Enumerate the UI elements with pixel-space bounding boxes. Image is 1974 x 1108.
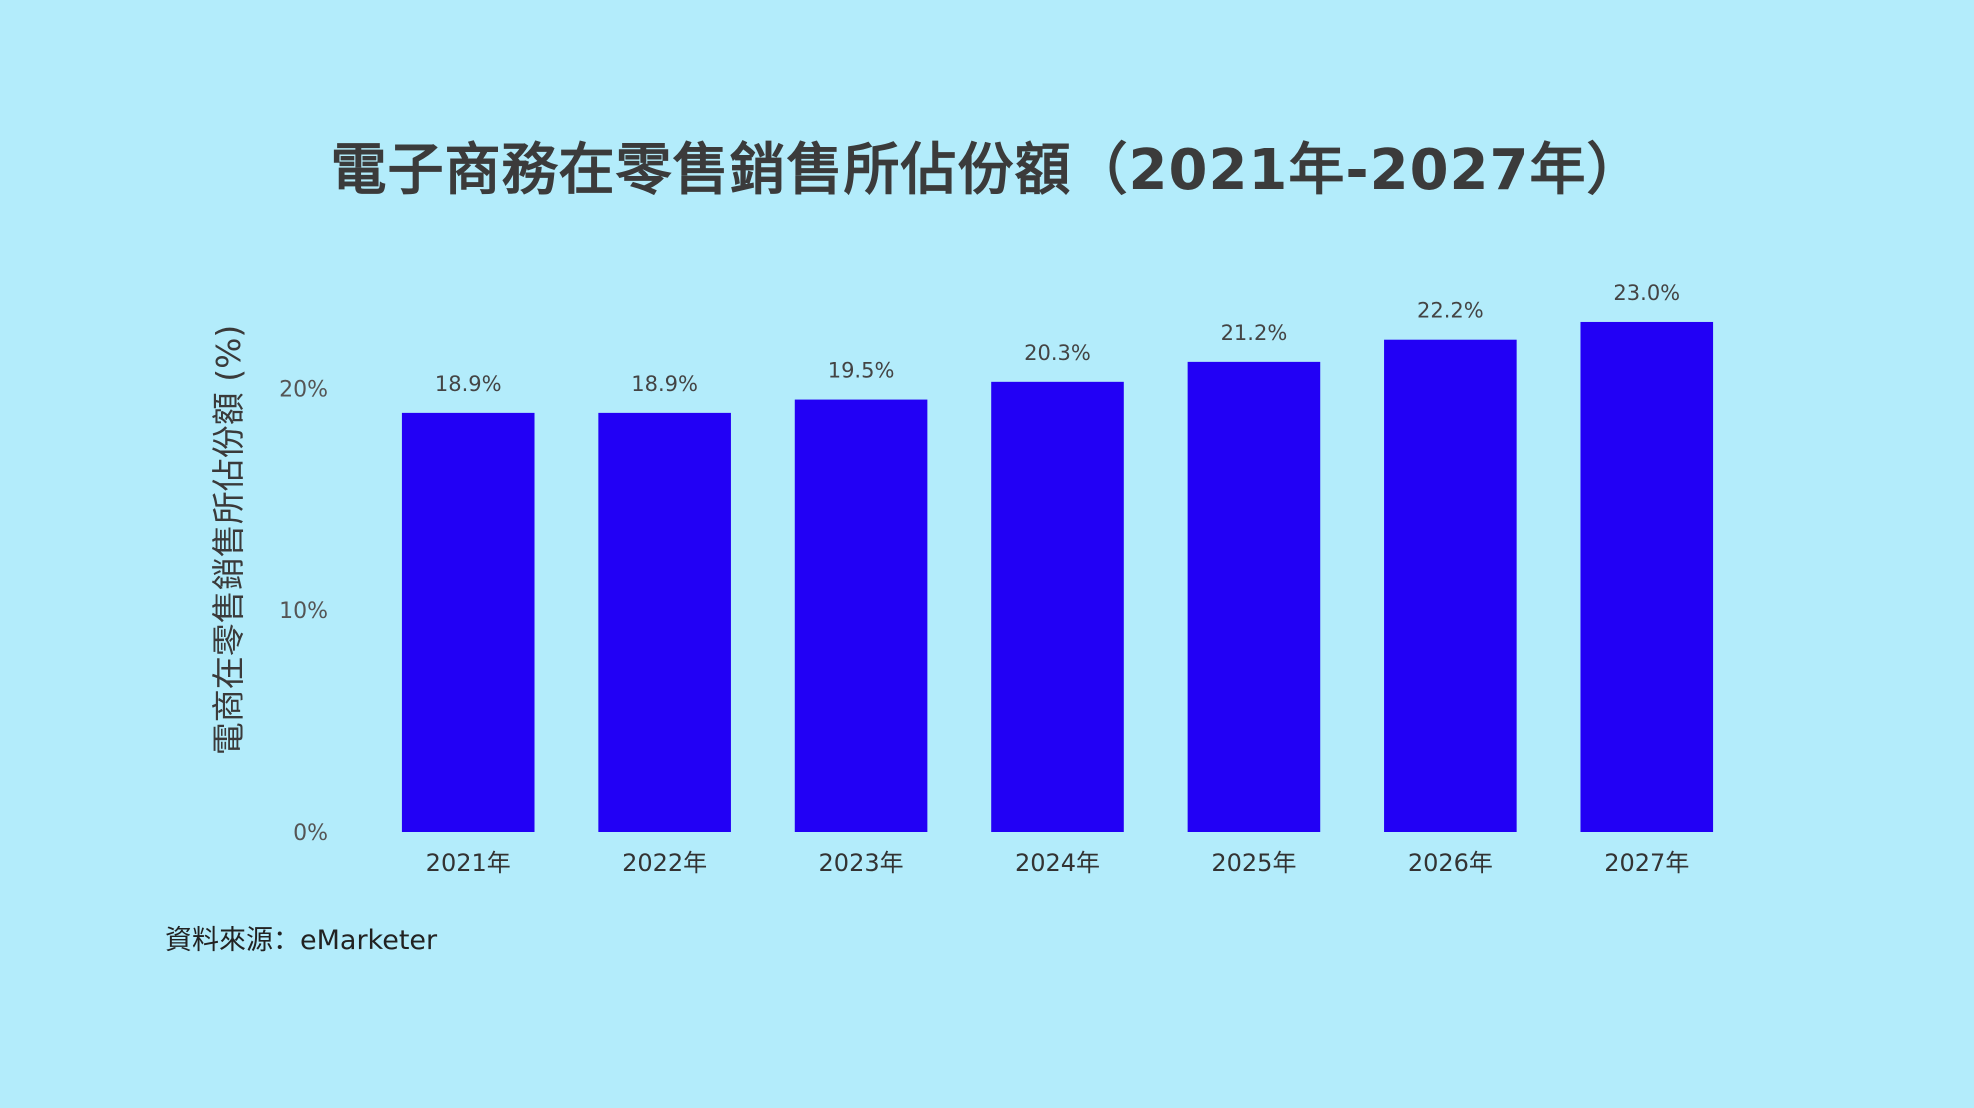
chart-title: 電子商務在零售銷售所佔份額（2021年-2027年） <box>330 138 1644 203</box>
x-tick-label: 2026年 <box>1408 849 1493 877</box>
data-label: 20.3% <box>1024 341 1091 365</box>
source-note: 資料來源：eMarketer <box>165 925 438 956</box>
data-label: 23.0% <box>1613 281 1680 305</box>
y-axis-ticks: 0% 10% 20% <box>279 377 328 846</box>
x-axis-labels: 2021年 2022年 2023年 2024年 2025年 2026年 2027年 <box>426 849 1690 877</box>
data-label: 19.5% <box>828 359 895 383</box>
y-tick-label: 0% <box>293 821 328 846</box>
y-tick-label: 20% <box>279 377 328 402</box>
x-tick-label: 2021年 <box>426 849 511 877</box>
y-axis-title: 電商在零售銷售所佔份額 (%) <box>209 325 248 756</box>
bar <box>1384 339 1517 832</box>
bar <box>991 381 1124 832</box>
x-tick-label: 2024年 <box>1015 849 1100 877</box>
data-label: 22.2% <box>1417 299 1484 323</box>
bars <box>401 321 1714 832</box>
y-tick-label: 10% <box>279 599 328 624</box>
bar <box>794 399 928 832</box>
bar <box>1580 321 1714 832</box>
data-labels: 18.9% 18.9% 19.5% 20.3% 21.2% 22.2% 23.0% <box>435 281 1680 396</box>
data-label: 18.9% <box>631 372 698 396</box>
x-tick-label: 2025年 <box>1211 849 1296 877</box>
data-label: 18.9% <box>435 372 502 396</box>
bar <box>401 412 535 832</box>
x-tick-label: 2027年 <box>1604 849 1689 877</box>
data-label: 21.2% <box>1221 321 1288 345</box>
x-tick-label: 2023年 <box>819 849 904 877</box>
bar <box>1187 361 1321 832</box>
x-tick-label: 2022年 <box>622 849 707 877</box>
bar <box>598 412 731 832</box>
